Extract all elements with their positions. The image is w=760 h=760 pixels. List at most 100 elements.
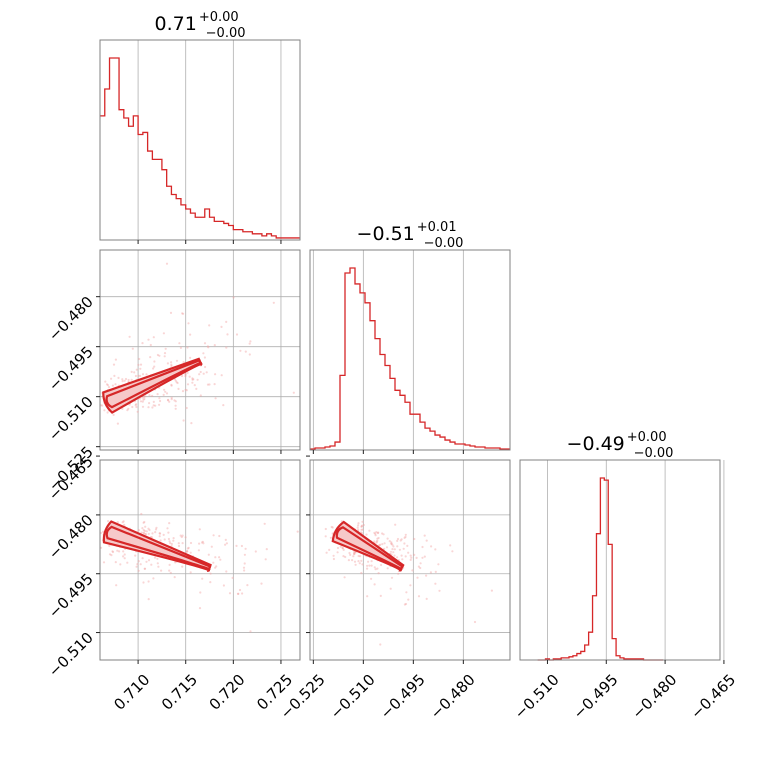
sample-point [263,522,266,525]
sample-point [139,363,143,366]
sample-point [172,537,175,540]
sample-point [403,536,406,540]
histogram-param-2: −0.51 +0.01 −0.00 [309,220,511,454]
sample-point [235,333,239,336]
sample-point [416,576,419,579]
sample-point [396,539,399,543]
sample-point [246,584,249,587]
frame-param-1-vs-3 [99,459,301,661]
sample-point [373,583,376,586]
sample-point [168,522,171,525]
histogram-param-1: 0.71 +0.00 −0.00 [99,10,301,244]
sample-point [139,374,142,377]
sample-point [390,553,393,556]
sample-point [151,394,154,397]
sample-point [225,320,228,323]
sample-point [390,576,394,579]
sample-point [225,542,228,545]
sample-point [411,569,414,572]
sample-point [434,548,437,551]
sample-point [147,338,150,341]
sample-point [166,399,170,402]
sample-point [149,356,152,359]
sample-point [107,520,110,523]
sample-point [378,544,381,547]
sample-point [332,554,335,557]
sample-point [158,403,161,406]
sample-point [260,582,263,585]
contour-inner [335,526,404,571]
sample-point [135,405,138,409]
sample-point [158,397,161,400]
sample-point [155,526,158,529]
sample-point [415,556,418,560]
sample-point [360,525,363,528]
sample-point [121,521,124,524]
sample-point [398,548,401,551]
sample-point [360,559,363,563]
sample-point [186,383,190,386]
sample-point [399,539,402,542]
sample-point [206,345,209,348]
sample-point [191,381,194,384]
sample-point [403,542,406,545]
sample-point [184,372,187,375]
sample-point [143,395,146,399]
sample-point [186,346,189,349]
title-param-3-value: −0.49 [567,433,625,455]
sample-point [104,380,107,383]
sample-point [198,528,201,531]
sample-point [100,546,103,549]
sample-point [222,584,225,587]
sample-point [377,572,380,575]
sample-point [168,400,171,403]
sample-point [244,350,247,353]
sample-point [141,400,144,403]
sample-point [151,406,154,409]
sample-point [419,566,422,570]
sample-point [170,384,173,387]
x-tick-label: 0.710 [110,671,153,714]
sample-point [145,560,148,563]
sample-point [182,419,185,422]
frame-param-1 [99,39,301,241]
grid-param-1-vs-2 [100,250,300,450]
ticks-param-2-vs-3: −0.525−0.510−0.495−0.480 [277,455,479,723]
sample-point [336,546,340,550]
sample-point [156,562,159,565]
sample-point [351,559,354,562]
sample-point [184,375,187,378]
sample-point [141,373,145,376]
sample-point [342,548,345,552]
sample-point [142,398,145,401]
sample-point [376,567,379,570]
sample-point [376,537,379,540]
sample-point [391,548,394,551]
sample-point [198,542,201,545]
sample-point [356,526,359,529]
sample-point [156,353,159,357]
sample-point [357,524,360,527]
sample-point [149,343,152,347]
sample-point [181,390,185,393]
sample-point [391,543,394,546]
grid-param-3 [547,460,725,660]
histogram-param-3: −0.49 +0.00 −0.00 −0.510 −0.495 −0.480 −0.465 [511,430,739,723]
sample-point [241,592,244,595]
sample-point [370,564,373,567]
sample-point [366,564,369,567]
sample-point [179,534,182,537]
sample-point [142,581,145,584]
sample-point [402,547,405,550]
sample-point [381,532,384,535]
sample-point [212,534,215,537]
sample-point [179,346,182,349]
sample-point [136,410,139,413]
sample-point [393,554,396,557]
sample-point [214,566,217,569]
sample-point [144,525,147,528]
sample-point [181,542,184,545]
sample-point [147,527,150,530]
sample-point [218,534,221,538]
